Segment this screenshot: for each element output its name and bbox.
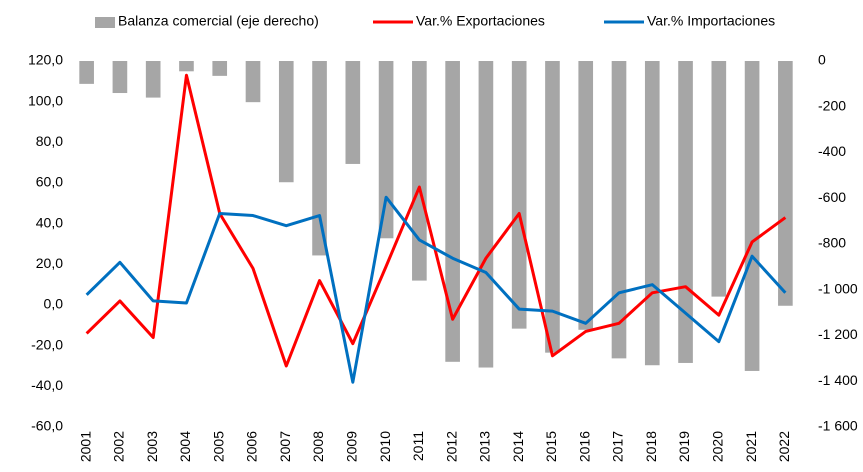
y-tick-label: 0,0 (44, 296, 64, 312)
bar (245, 61, 261, 103)
line (85, 73, 787, 368)
bar (478, 61, 494, 368)
bar (445, 61, 460, 362)
bar (412, 61, 427, 281)
x-tick-label: 2018 (643, 431, 659, 462)
x-tick-label: 2003 (144, 431, 160, 462)
bar (511, 61, 527, 329)
y-tick-label: 40,0 (36, 214, 63, 230)
line (85, 195, 787, 384)
x-tick-label: 2005 (210, 431, 226, 462)
y2-tick-label: -600 (818, 189, 846, 205)
x-tick-label: 2007 (277, 431, 293, 462)
x-tick-label: 2013 (477, 431, 493, 462)
bar (278, 61, 294, 183)
y-tick-label: 20,0 (36, 255, 63, 271)
legend-label: Var.% Exportaciones (416, 13, 545, 29)
x-tick-label: 2008 (310, 431, 326, 462)
x-tick-label: 2016 (576, 431, 592, 462)
bar (545, 61, 560, 353)
y2-tick-label: 0 (818, 52, 826, 68)
x-tick-label: 2021 (743, 431, 759, 462)
y-tick-label: 120,0 (28, 52, 63, 68)
x-tick-label: 2014 (510, 431, 526, 462)
bar (312, 61, 327, 256)
y-tick-label: 100,0 (28, 92, 63, 108)
y-tick-label: 80,0 (36, 133, 63, 149)
x-tick-label: 2017 (610, 431, 626, 462)
y2-tick-label: -1 600 (818, 418, 858, 434)
x-tick-label: 2022 (776, 431, 792, 462)
x-tick-label: 2009 (344, 431, 360, 462)
y2-tick-label: -1 400 (818, 372, 858, 388)
bar (778, 61, 793, 306)
y2-tick-label: -1 200 (818, 326, 858, 342)
y2-tick-label: -200 (818, 97, 846, 113)
y-tick-label: -20,0 (31, 336, 63, 352)
bar (79, 61, 94, 84)
y2-tick-label: -400 (818, 143, 846, 159)
x-tick-label: 2015 (543, 431, 559, 462)
x-tick-label: 2004 (177, 431, 193, 462)
bar (644, 61, 660, 366)
bar (212, 61, 228, 76)
bar (578, 61, 594, 330)
bar (611, 61, 627, 359)
legend-swatch (95, 17, 115, 28)
x-tick-label: 2019 (676, 431, 692, 462)
y2-tick-label: -800 (818, 235, 846, 251)
bar (145, 61, 161, 98)
x-tick-label: 2010 (377, 431, 393, 462)
bar (744, 61, 760, 371)
x-tick-label: 2011 (410, 431, 426, 461)
x-tick-label: 2002 (111, 431, 127, 462)
x-tick-label: 2020 (710, 431, 726, 462)
x-tick-label: 2006 (244, 431, 260, 462)
x-tick-label: 2001 (77, 431, 93, 462)
x-tick-label: 2012 (443, 431, 459, 462)
y-tick-label: -60,0 (31, 418, 63, 434)
bar (345, 61, 361, 164)
y-tick-label: 60,0 (36, 174, 63, 190)
legend-label: Balanza comercial (eje derecho) (118, 13, 319, 29)
legend-label: Var.% Importaciones (647, 13, 775, 29)
y-tick-label: -40,0 (31, 377, 63, 393)
bar (179, 61, 194, 72)
bar (112, 61, 128, 94)
y2-tick-label: -1 000 (818, 280, 858, 296)
bar (378, 61, 394, 239)
bar (711, 61, 727, 297)
